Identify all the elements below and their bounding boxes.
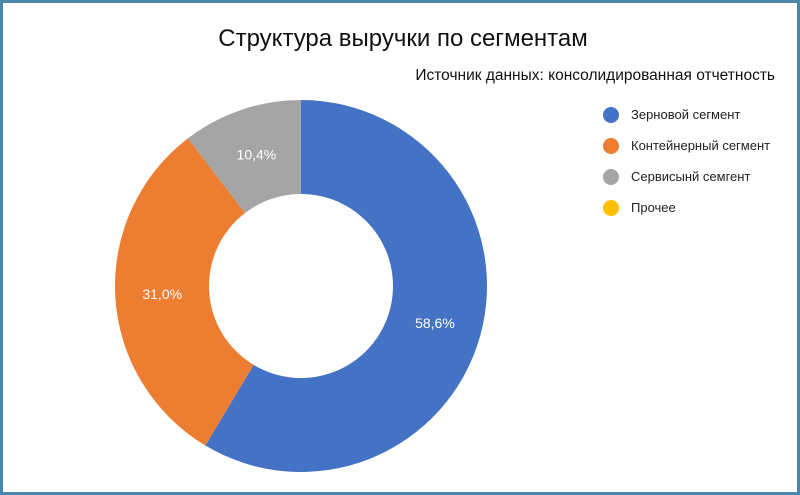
legend-swatch-other [603, 199, 619, 216]
donut-slices [114, 100, 487, 472]
legend-label-grain: Зерновой сегмент [631, 107, 741, 122]
chart-title: Структура выручки по сегментам [218, 25, 588, 52]
legend: Зерновой сегмент Контейнерный сегмент Се… [603, 99, 770, 223]
slice-label-grain: 58,6% [415, 315, 455, 331]
donut-slice-service [187, 100, 301, 213]
legend-item-service: Сервисынй семгент [603, 161, 770, 192]
slice-label-container: 31,0% [142, 286, 182, 302]
legend-item-other: Прочее [603, 192, 770, 223]
donut-slice-grain [205, 100, 487, 472]
legend-item-grain: Зерновой сегмент [603, 99, 770, 130]
legend-item-container: Контейнерный сегмент [603, 130, 770, 161]
legend-swatch-grain [603, 106, 619, 123]
legend-label-container: Контейнерный сегмент [631, 138, 771, 153]
slice-label-service: 10,4% [237, 146, 277, 162]
legend-label-other: Прочее [631, 200, 676, 215]
donut-chart: 58,6% 31,0% 10,4% [114, 100, 487, 472]
chart-subtitle: Источник данных: консолидированная отчет… [415, 67, 775, 84]
donut-slice-container [114, 138, 254, 446]
legend-swatch-container [603, 137, 619, 154]
donut-slice-labels: 58,6% 31,0% 10,4% [142, 146, 454, 331]
legend-swatch-service [603, 168, 619, 185]
legend-label-service: Сервисынй семгент [631, 169, 751, 184]
